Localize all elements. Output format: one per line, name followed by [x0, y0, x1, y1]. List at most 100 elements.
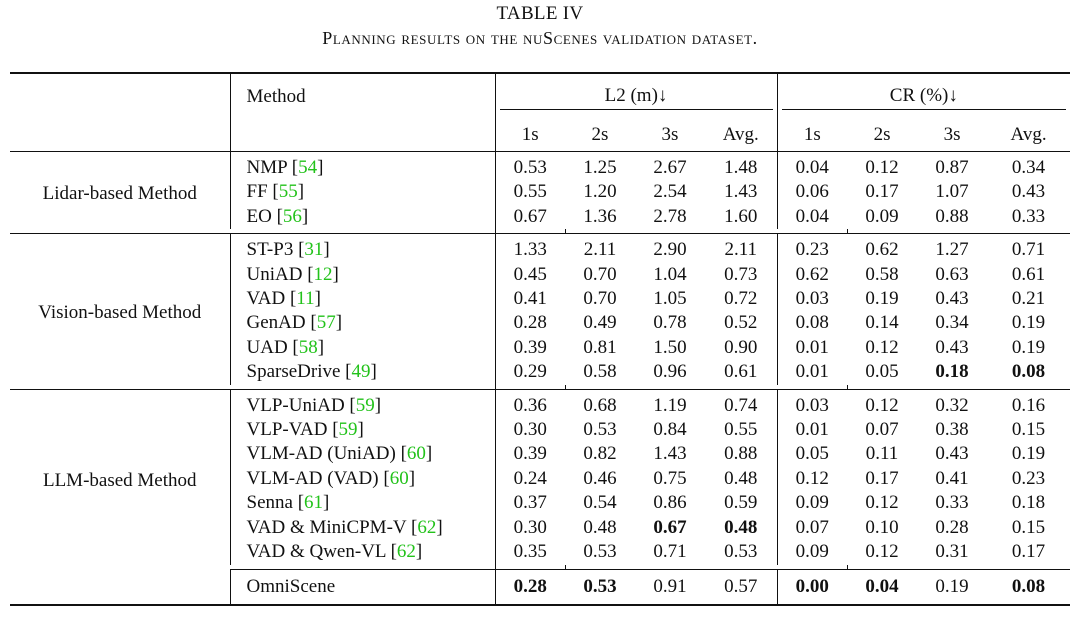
method-name-cell: NMP [54] — [229, 156, 495, 181]
spacer-cell — [847, 151, 918, 156]
group-label: Lidar-based Method — [42, 183, 197, 205]
value-cell: 0.30 — [494, 418, 565, 443]
value-cell: 1.36 — [583, 205, 617, 227]
value-cell: 0.36 — [494, 393, 565, 419]
header-sub: 3s — [943, 124, 961, 146]
spacer-row — [10, 384, 1070, 390]
method-name-cell: VLM-AD (VAD) [60] — [229, 466, 495, 492]
header-row-1: Method L2 (m)↓ CR (%)↓ — [10, 72, 1071, 120]
value-cell: 0.59 — [724, 492, 758, 514]
citation-ref: 62 — [417, 516, 437, 538]
method-name: GenAD — [246, 312, 306, 334]
spacer-cell — [229, 233, 495, 239]
value-cell: 0.53 — [494, 156, 565, 181]
value-cell: 1.48 — [724, 157, 758, 178]
value-cell: 0.71 — [653, 541, 687, 563]
value-cell: 0.34 — [1011, 157, 1046, 178]
value-cell: 0.12 — [865, 394, 899, 416]
value-cell: 0.49 — [583, 312, 617, 334]
spacer-cell — [494, 229, 565, 234]
value-cell: 0.71 — [1011, 239, 1046, 261]
spacer-cell — [987, 388, 1071, 394]
citation-ref: 60 — [406, 443, 426, 465]
table-row: SparseDrive [49] 0.29 0.58 0.96 0.61 0.01 0.05… — [10, 360, 1070, 385]
value-cell: 0.15 — [1011, 419, 1046, 441]
value-cell: 0.23 — [776, 238, 848, 263]
value-cell: 2.90 — [653, 239, 687, 261]
value-cell: 0.11 — [865, 443, 899, 465]
value-cell: 0.09 — [865, 205, 899, 227]
method-name: Senna — [246, 492, 293, 514]
value-cell: 0.01 — [776, 418, 848, 443]
header-sub: 3s — [661, 124, 679, 146]
value-cell: 0.09 — [776, 540, 848, 565]
spacer-row — [10, 564, 1070, 569]
table-row: VAD & Qwen-VL [62] 0.35 0.53 0.71 0.53 0.09 0.… — [10, 540, 1070, 565]
spacer-cell — [705, 151, 778, 156]
value-cell: 0.43 — [935, 443, 969, 465]
value-cell: 0.08 — [776, 311, 848, 336]
citation-ref: 31 — [304, 239, 324, 261]
value-cell: 0.04 — [776, 156, 848, 181]
group-label: Vision-based Method — [38, 302, 202, 324]
value-cell: 0.53 — [565, 568, 635, 606]
header-sub: 2s — [873, 124, 891, 146]
citation-ref: 57 — [316, 312, 336, 334]
citation-ref: 56 — [282, 205, 302, 227]
value-cell: 0.29 — [494, 360, 565, 385]
spacer-cell — [494, 151, 565, 156]
method-name: FF — [246, 181, 268, 203]
value-cell: 0.34 — [935, 312, 969, 334]
spacer-cell — [847, 233, 918, 239]
method-name-cell: EO [56] — [229, 204, 495, 230]
value-cell: 1.25 — [583, 157, 617, 178]
value-cell: 0.33 — [1011, 205, 1046, 227]
table-row: Senna [61] 0.37 0.54 0.86 0.59 0.09 0.12 0.33 0.… — [10, 491, 1070, 516]
value-cell: 0.03 — [776, 287, 848, 312]
header-method-2 — [229, 120, 495, 152]
value-cell: 0.10 — [865, 516, 899, 538]
table-row: VAD & MiniCPM-V [62] 0.30 0.48 0.67 0.48 0.07… — [10, 515, 1070, 541]
value-cell: 0.32 — [935, 394, 969, 416]
spacer-cell — [565, 233, 635, 239]
method-name: VLP-VAD — [246, 419, 328, 441]
value-cell: 0.57 — [705, 568, 778, 606]
method-name: VLP-UniAD — [246, 394, 345, 416]
spacer-cell — [776, 233, 848, 239]
value-cell: 0.15 — [1011, 516, 1046, 538]
value-cell: 0.19 — [1011, 312, 1046, 334]
value-cell: 0.70 — [583, 288, 617, 310]
method-name-cell: OmniScene — [229, 568, 495, 606]
value-cell: 0.53 — [583, 541, 617, 563]
spacer-cell — [564, 229, 635, 234]
value-cell: 0.21 — [1011, 288, 1046, 310]
value-cell: 0.05 — [865, 361, 899, 383]
method-name: VAD & MiniCPM-V — [246, 516, 407, 538]
value-cell: 0.87 — [935, 157, 969, 178]
header-l2: L2 (m)↓ — [494, 72, 778, 120]
value-cell: 0.04 — [847, 568, 918, 606]
table-row: UAD [58] 0.39 0.81 1.50 0.90 0.01 0.12 0.43 0.19 — [10, 335, 1070, 361]
spacer-cell — [846, 564, 918, 569]
value-cell: 2.78 — [653, 205, 687, 227]
value-cell: 1.05 — [653, 288, 687, 310]
value-cell: 0.63 — [935, 263, 969, 285]
method-name: ST-P3 — [246, 239, 294, 261]
value-cell: 0.33 — [935, 492, 969, 514]
method-name-cell: Senna [61] — [229, 491, 495, 516]
value-cell: 0.58 — [865, 263, 899, 285]
value-cell: 0.03 — [776, 393, 848, 419]
value-cell: 0.74 — [724, 394, 758, 416]
spacer-cell — [987, 151, 1071, 156]
citation-ref: 62 — [396, 541, 416, 563]
method-name-cell: VAD [11] — [229, 287, 495, 312]
value-cell: 1.04 — [653, 263, 687, 285]
method-name-cell: ST-P3 [31] — [229, 238, 495, 263]
spacer-cell — [917, 233, 988, 239]
value-cell: 0.18 — [1011, 492, 1046, 514]
final-empty-cell — [10, 569, 230, 606]
value-cell: 0.35 — [494, 540, 565, 565]
value-cell: 0.67 — [653, 516, 687, 538]
spacer-row — [10, 388, 1071, 394]
value-cell: 0.09 — [776, 491, 848, 516]
